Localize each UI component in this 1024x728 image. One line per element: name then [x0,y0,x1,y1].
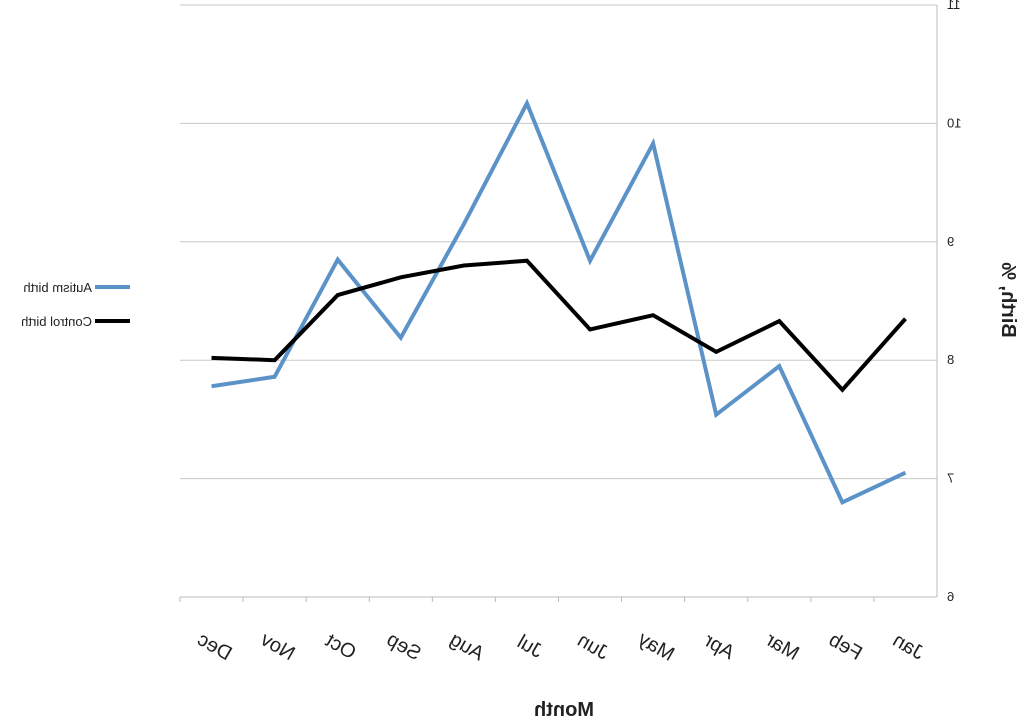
x-tick-label: Sep [383,628,425,665]
x-tick-label: Dec [194,628,236,665]
y-tick-label: 11 [947,0,961,12]
y-tick-label: 9 [947,234,954,249]
x-tick-label: Apr [700,629,738,664]
series-line [211,258,907,393]
x-tick-label: May [634,628,678,666]
x-tick-label: Jun [574,629,613,664]
series-line [211,98,907,505]
y-tick-label: 6 [947,589,954,604]
x-axis-title: Month [534,699,594,721]
x-tick-label: Aug [446,628,488,665]
x-tick-label: Jan [889,629,928,664]
y-axis-title: Birth, % [997,262,1019,338]
x-tick-label: Feb [825,629,866,665]
x-tick-label: Jul [513,631,546,663]
x-tick-label: Nov [257,628,299,665]
legend-label: Autism birth [23,280,92,295]
x-tick-label: Mar [762,628,803,664]
y-tick-label: 7 [947,471,954,486]
x-tick-label: Oct [321,629,359,664]
y-tick-label: 8 [947,352,954,367]
y-tick-label: 10 [947,115,961,130]
legend-label: Control birth [21,314,92,329]
